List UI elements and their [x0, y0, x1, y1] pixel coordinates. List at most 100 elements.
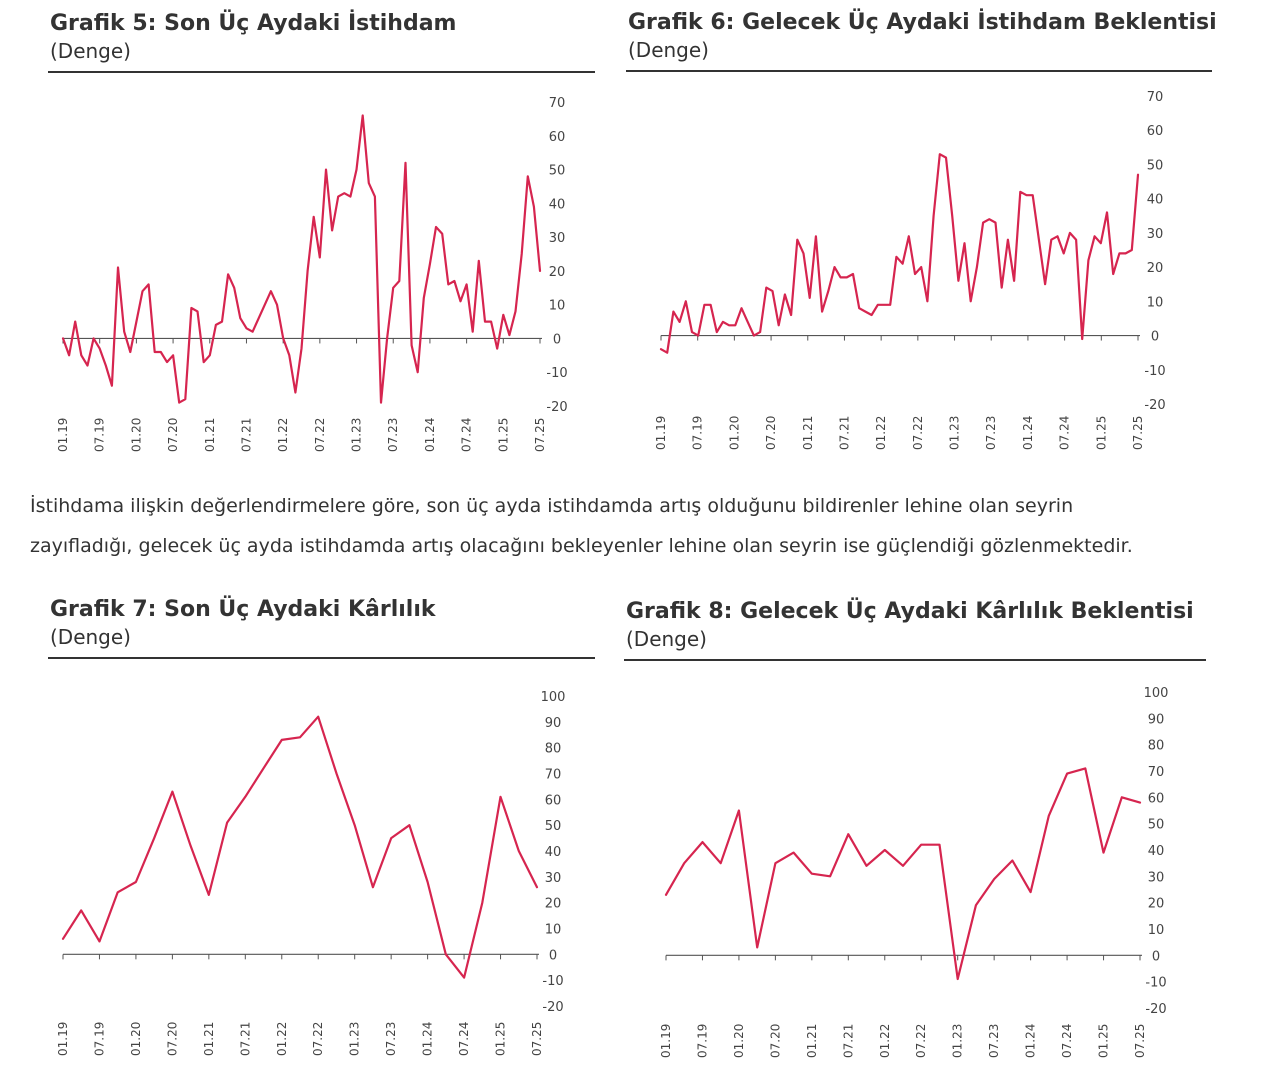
y-tick-label: -20: [542, 1000, 563, 1015]
y-tick-label: 30: [1147, 227, 1164, 242]
x-tick-label: 07.23: [987, 1024, 1001, 1058]
x-tick-label: 07.19: [691, 416, 705, 450]
series-line: [61, 715, 539, 979]
x-tick-label: 07.23: [984, 416, 998, 450]
y-tick-label: 70: [545, 768, 562, 783]
y-tick-label: 10: [549, 299, 566, 314]
x-tick-label: 01.22: [874, 416, 888, 450]
title-rule: [626, 70, 1212, 72]
x-tick-label: 07.24: [457, 1022, 471, 1056]
x-tick-label: 07.23: [384, 1022, 398, 1056]
y-tick-label: -20: [1144, 398, 1165, 413]
x-tick-label: 07.21: [239, 418, 253, 452]
y-tick-label: -10: [542, 974, 563, 989]
y-tick-label: 70: [1147, 90, 1164, 105]
x-tick-label: 07.22: [313, 418, 327, 452]
title-rule: [624, 659, 1206, 661]
y-tick-label: 20: [545, 897, 562, 912]
chart-5-panel: Grafik 5: Son Üç Aydaki İstihdam (Denge): [50, 10, 456, 64]
x-tick-label: 01.21: [805, 1024, 819, 1058]
y-tick-label: 70: [1148, 765, 1165, 780]
x-tick-label: 01.23: [350, 418, 364, 452]
y-tick-label: 60: [549, 130, 566, 145]
y-tick-label: 0: [553, 332, 561, 347]
x-tick-label: 07.22: [911, 416, 925, 450]
y-tick-label: 50: [549, 164, 566, 179]
x-tick-label: 07.20: [165, 1022, 179, 1056]
title-rule: [48, 657, 595, 659]
x-tick-label: 01.20: [732, 1024, 746, 1058]
x-tick-label: 07.24: [1058, 416, 1072, 450]
x-tick-label: 01.20: [727, 416, 741, 450]
chart-title: Grafik 8: Gelecek Üç Aydaki Kârlılık Bek…: [626, 599, 1194, 624]
x-tick-label: 07.21: [841, 1024, 855, 1058]
y-tick-label: -10: [1145, 976, 1166, 991]
chart-subtitle: (Denge): [50, 39, 131, 63]
x-tick-label: 07.23: [386, 418, 400, 452]
y-tick-label: 30: [1148, 870, 1165, 885]
chart-title: Grafik 7: Son Üç Aydaki Kârlılık: [50, 597, 436, 622]
x-tick-label: 07.24: [1060, 1024, 1074, 1058]
x-tick-label: 07.25: [530, 1022, 544, 1056]
y-tick-label: 100: [541, 690, 566, 705]
body-paragraph: İstihdama ilişkin değerlendirmelere göre…: [30, 486, 1250, 566]
x-tick-label: 01.22: [878, 1024, 892, 1058]
x-tick-label: 01.20: [129, 418, 143, 452]
y-tick-label: 10: [545, 923, 562, 938]
y-tick-label: 40: [1148, 844, 1165, 859]
y-tick-label: 30: [549, 231, 566, 246]
paragraph-line-1: İstihdama ilişkin değerlendirmelere göre…: [30, 495, 1074, 517]
x-tick-label: 01.19: [56, 1022, 70, 1056]
y-tick-label: 40: [545, 845, 562, 860]
x-tick-label: 07.20: [764, 416, 778, 450]
x-tick-label: 07.24: [460, 418, 474, 452]
chart-8-panel: Grafik 8: Gelecek Üç Aydaki Kârlılık Bek…: [626, 598, 1194, 652]
x-tick-label: 01.21: [801, 416, 815, 450]
y-tick-label: 60: [1148, 791, 1165, 806]
x-tick-label: 01.23: [348, 1022, 362, 1056]
y-tick-label: -10: [1144, 364, 1165, 379]
x-tick-label: 01.25: [1094, 416, 1108, 450]
x-tick-label: 01.24: [1021, 416, 1035, 450]
series-line: [61, 114, 542, 404]
paragraph-line-2: zayıfladığı, gelecek üç ayda istihdamda …: [30, 535, 1133, 557]
chart-subtitle: (Denge): [628, 38, 709, 62]
x-tick-label: 07.22: [311, 1022, 325, 1056]
y-tick-label: -20: [1145, 1002, 1166, 1017]
y-tick-label: 60: [1147, 124, 1164, 139]
x-tick-label: 01.24: [423, 418, 437, 452]
y-tick-label: 90: [545, 716, 562, 731]
y-tick-label: -20: [546, 400, 567, 415]
y-tick-label: 50: [545, 819, 562, 834]
y-tick-label: 30: [545, 871, 562, 886]
y-tick-label: 0: [1151, 330, 1159, 345]
x-tick-label: 07.21: [837, 416, 851, 450]
y-tick-label: 50: [1148, 818, 1165, 833]
chart-6-panel: Grafik 6: Gelecek Üç Aydaki İstihdam Bek…: [628, 9, 1217, 63]
y-tick-label: 50: [1147, 158, 1164, 173]
y-tick-label: 40: [1147, 193, 1164, 208]
chart-title: Grafik 5: Son Üç Aydaki İstihdam: [50, 11, 457, 36]
title-rule: [48, 71, 595, 73]
y-tick-label: 20: [1148, 897, 1165, 912]
series-line: [659, 153, 1140, 354]
x-tick-label: 01.19: [654, 416, 668, 450]
x-tick-label: 01.23: [951, 1024, 965, 1058]
chart-subtitle: (Denge): [50, 625, 131, 649]
x-tick-label: 01.23: [948, 416, 962, 450]
x-tick-label: 01.22: [276, 418, 290, 452]
x-tick-label: 07.20: [768, 1024, 782, 1058]
chart-title: Grafik 6: Gelecek Üç Aydaki İstihdam Bek…: [628, 10, 1217, 35]
y-tick-label: 60: [545, 793, 562, 808]
y-tick-label: 80: [1148, 739, 1165, 754]
y-tick-label: 0: [1152, 949, 1160, 964]
chart-subtitle: (Denge): [626, 627, 707, 651]
x-tick-label: 07.25: [533, 418, 547, 452]
y-tick-label: 100: [1144, 686, 1169, 701]
y-tick-label: 20: [549, 265, 566, 280]
x-tick-label: 07.19: [695, 1024, 709, 1058]
x-tick-label: 01.19: [56, 418, 70, 452]
